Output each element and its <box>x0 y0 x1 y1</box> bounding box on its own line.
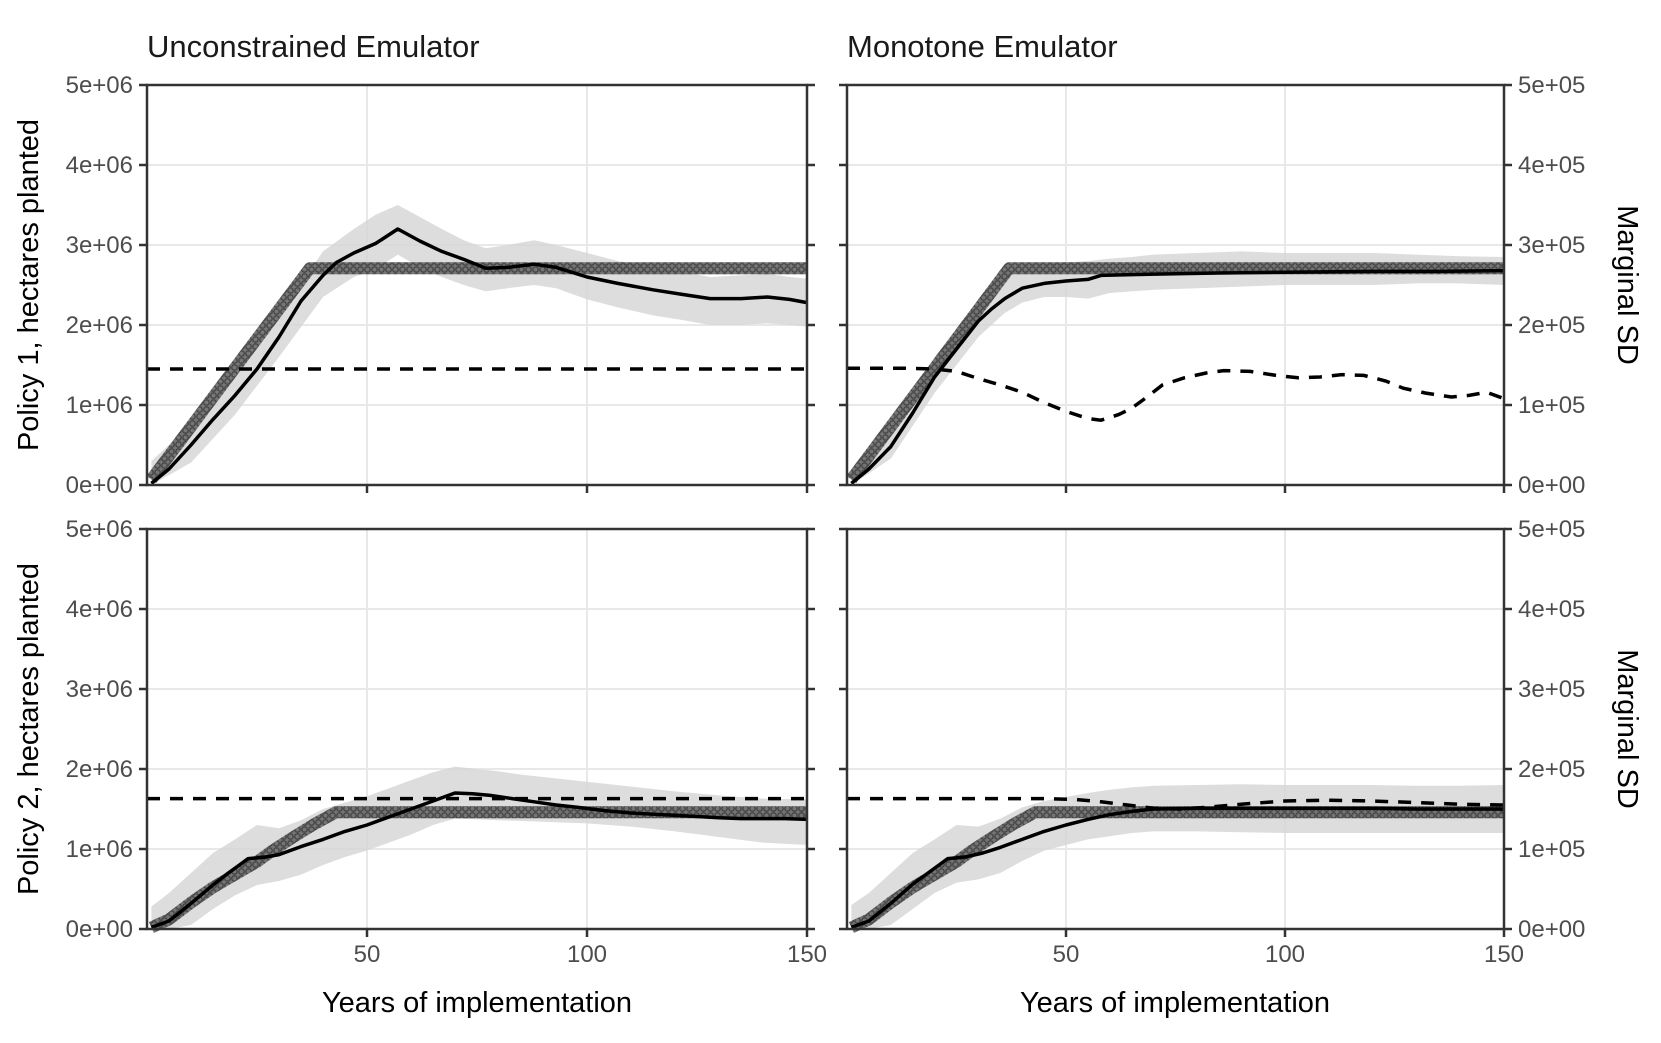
confidence-ribbon <box>851 784 1504 929</box>
mean-line <box>150 227 808 485</box>
mean-line <box>850 268 1505 485</box>
y2-axis-tick-label: 4e+05 <box>1518 596 1585 623</box>
marginal-sd-dashed-line <box>847 366 1505 422</box>
panel-border <box>145 83 809 487</box>
y2-axis-tick-label: 2e+05 <box>1518 312 1585 339</box>
y2-axis-tick-label: 0e+00 <box>1518 916 1585 943</box>
y2-axis-tick-label: 5e+05 <box>1518 72 1585 99</box>
y2-axis-tick-label: 5e+05 <box>1518 516 1585 543</box>
x-axis-tick-label: 50 <box>354 941 381 968</box>
y2-axis-tick-label: 2e+05 <box>1518 756 1585 783</box>
y-axis-tick-label: 5e+06 <box>66 516 133 543</box>
y2-axis-tick-label: 0e+00 <box>1518 472 1585 499</box>
y-axis-title-policy2: Policy 2, hectares planted <box>13 563 45 895</box>
y2-axis-tick-label: 4e+05 <box>1518 152 1585 179</box>
panel-border <box>845 527 1506 931</box>
truth-band <box>146 262 807 483</box>
x-axis-title-left: Years of implementation <box>322 987 632 1019</box>
x-axis-tick-label: 50 <box>1053 941 1080 968</box>
truth-band <box>846 262 1504 483</box>
truth-band-shade <box>846 262 1504 483</box>
y-axis-tick-label: 2e+06 <box>66 756 133 783</box>
panel-unconstrained-policy-1: 0e+00 1e+06 2e+06 3e+06 4e+06 5e+06 <box>66 72 815 499</box>
y-axis-tick-label: 5e+06 <box>66 72 133 99</box>
y2-axis-tick-label: 1e+05 <box>1518 392 1585 419</box>
y-axis-tick-label: 1e+06 <box>66 836 133 863</box>
y-axis-title-policy1: Policy 1, hectares planted <box>13 119 45 451</box>
confidence-ribbon <box>151 205 807 485</box>
marginal-sd-dashed-line <box>847 796 1505 811</box>
y2-axis-title-row1: Marginal SD <box>1611 205 1643 365</box>
panel-border <box>145 527 809 931</box>
x-axis-tick-label: 150 <box>787 941 827 968</box>
confidence-ribbon <box>151 766 807 929</box>
y-axis-tick-label: 1e+06 <box>66 392 133 419</box>
panels-layer: 0e+00 1e+06 2e+06 3e+06 4e+06 5e+06 0e+00 1e+05… <box>66 72 1586 968</box>
y-axis-tick-label: 4e+06 <box>66 596 133 623</box>
x-axis-tick-label: 100 <box>1265 941 1305 968</box>
panel-monotone-policy-2: 0e+00 1e+05 2e+05 3e+05 4e+05 5e+05 50 100 150 <box>839 516 1585 968</box>
y-axis-tick-label: 3e+06 <box>66 676 133 703</box>
y-axis-tick-label: 2e+06 <box>66 312 133 339</box>
panel-border <box>845 83 1506 487</box>
facet-title-unconstrained: Unconstrained Emulator <box>147 29 480 64</box>
y-axis-tick-label: 0e+00 <box>66 916 133 943</box>
mean-line <box>850 806 1504 930</box>
y2-axis-tick-label: 3e+05 <box>1518 676 1585 703</box>
y2-axis-tick-label: 1e+05 <box>1518 836 1585 863</box>
mean-line <box>150 791 808 930</box>
confidence-ribbon <box>851 251 1504 485</box>
x-axis-title-right: Years of implementation <box>1020 987 1330 1019</box>
panel-unconstrained-policy-2: 0e+00 1e+06 2e+06 3e+06 4e+06 5e+06 50 100 150 <box>66 516 827 968</box>
truth-band-shade <box>146 262 807 483</box>
facet-title-monotone: Monotone Emulator <box>847 29 1118 64</box>
y-axis-tick-label: 0e+00 <box>66 472 133 499</box>
y2-axis-tick-label: 3e+05 <box>1518 232 1585 259</box>
y-axis-tick-label: 3e+06 <box>66 232 133 259</box>
y2-axis-title-row2: Marginal SD <box>1611 649 1643 809</box>
y-axis-tick-label: 4e+06 <box>66 152 133 179</box>
x-axis-tick-label: 100 <box>567 941 607 968</box>
panel-monotone-policy-1: 0e+00 1e+05 2e+05 3e+05 4e+05 5e+05 <box>839 72 1585 499</box>
x-axis-tick-label: 150 <box>1484 941 1524 968</box>
